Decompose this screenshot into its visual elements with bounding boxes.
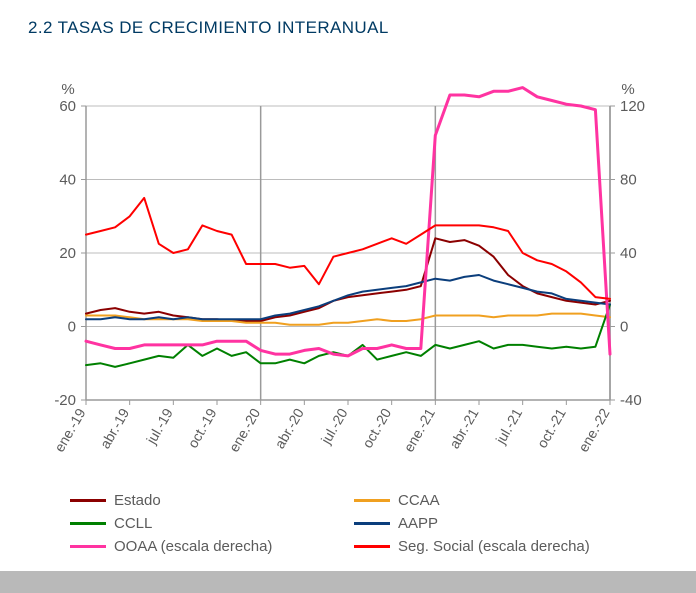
svg-text:80: 80 bbox=[620, 172, 637, 189]
growth-chart: -20 0 20 40 60 -40 0 40 80 120%% ene.-19abr.-19 jul… bbox=[28, 72, 668, 482]
svg-text:oct.-20: oct.-20 bbox=[359, 405, 394, 450]
svg-text:jul.-21: jul.-21 bbox=[492, 405, 526, 447]
svg-text:abr.-21: abr.-21 bbox=[446, 405, 482, 451]
legend-item: AAPP bbox=[354, 515, 626, 532]
svg-text:0: 0 bbox=[620, 319, 628, 336]
legend-item: OOAA (escala derecha) bbox=[70, 538, 342, 555]
svg-text:%: % bbox=[621, 81, 634, 98]
svg-text:ene.-21: ene.-21 bbox=[400, 405, 438, 454]
svg-text:oct.-19: oct.-19 bbox=[184, 405, 219, 450]
legend-swatch bbox=[354, 499, 390, 502]
svg-text:40: 40 bbox=[620, 245, 637, 262]
svg-text:jul.-19: jul.-19 bbox=[143, 405, 177, 447]
legend-item: Estado bbox=[70, 492, 342, 509]
svg-text:-40: -40 bbox=[620, 392, 642, 409]
legend-label: Seg. Social (escala derecha) bbox=[398, 538, 590, 555]
footer-bar bbox=[0, 571, 696, 593]
chart-title: 2.2 TASAS DE CRECIMIENTO INTERANUAL bbox=[28, 18, 389, 38]
svg-text:60: 60 bbox=[59, 98, 76, 115]
legend-item: Seg. Social (escala derecha) bbox=[354, 538, 626, 555]
svg-text:ene.-22: ene.-22 bbox=[575, 405, 613, 454]
svg-text:abr.-19: abr.-19 bbox=[97, 405, 133, 451]
svg-text:ene.-20: ene.-20 bbox=[226, 405, 264, 454]
legend-label: CCAA bbox=[398, 492, 440, 509]
legend-item: CCLL bbox=[70, 515, 342, 532]
legend-swatch bbox=[70, 522, 106, 525]
svg-text:0: 0 bbox=[68, 319, 76, 336]
svg-text:-20: -20 bbox=[54, 392, 76, 409]
svg-text:oct.-21: oct.-21 bbox=[534, 405, 569, 450]
legend-swatch bbox=[354, 545, 390, 548]
svg-text:20: 20 bbox=[59, 245, 76, 262]
legend-swatch bbox=[70, 545, 106, 548]
legend-label: OOAA (escala derecha) bbox=[114, 538, 272, 555]
svg-text:120: 120 bbox=[620, 98, 645, 115]
svg-text:40: 40 bbox=[59, 172, 76, 189]
legend-label: AAPP bbox=[398, 515, 438, 532]
svg-text:%: % bbox=[61, 81, 74, 98]
legend-item: CCAA bbox=[354, 492, 626, 509]
svg-text:ene.-19: ene.-19 bbox=[51, 405, 89, 454]
legend-label: CCLL bbox=[114, 515, 152, 532]
svg-text:jul.-20: jul.-20 bbox=[317, 405, 351, 447]
svg-text:abr.-20: abr.-20 bbox=[271, 405, 307, 451]
legend-label: Estado bbox=[114, 492, 161, 509]
legend-swatch bbox=[354, 522, 390, 525]
legend: Estado CCAA CCLL AAPP OOAA (escala derecha) S… bbox=[70, 492, 626, 555]
legend-swatch bbox=[70, 499, 106, 502]
